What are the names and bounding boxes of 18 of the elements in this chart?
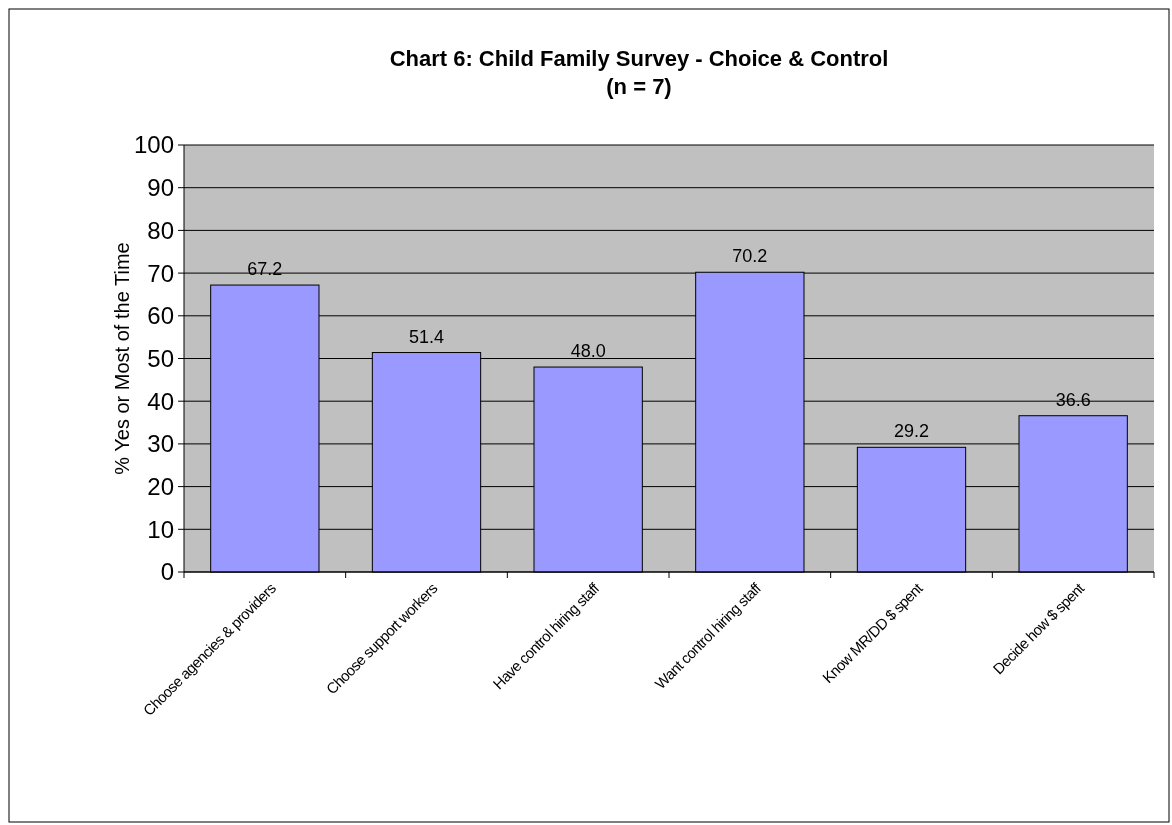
- y-tick-label: 50: [147, 344, 174, 372]
- y-tick-label: 40: [147, 387, 174, 415]
- y-tick-label: 70: [147, 259, 174, 287]
- y-tick-label: 100: [133, 131, 174, 159]
- y-tick-label: 80: [147, 216, 174, 244]
- y-tick-label: 10: [147, 515, 174, 543]
- data-label: 51.4: [408, 326, 445, 347]
- y-tick-label: 90: [147, 174, 174, 202]
- data-label: 48.0: [570, 341, 606, 362]
- chart-title: Chart 6: Child Family Survey - Choice & Control: [389, 46, 889, 71]
- chart-subtitle: (n = 7): [606, 74, 672, 99]
- y-tick-label: 20: [147, 473, 174, 500]
- data-label: 29.2: [893, 421, 930, 442]
- y-tick-label: 0: [160, 558, 174, 586]
- y-axis-title: % Yes or Most of the Time: [111, 242, 133, 475]
- data-label: 70.2: [732, 246, 768, 267]
- y-tick-label: 30: [147, 430, 174, 458]
- y-tick-label: 60: [147, 302, 174, 330]
